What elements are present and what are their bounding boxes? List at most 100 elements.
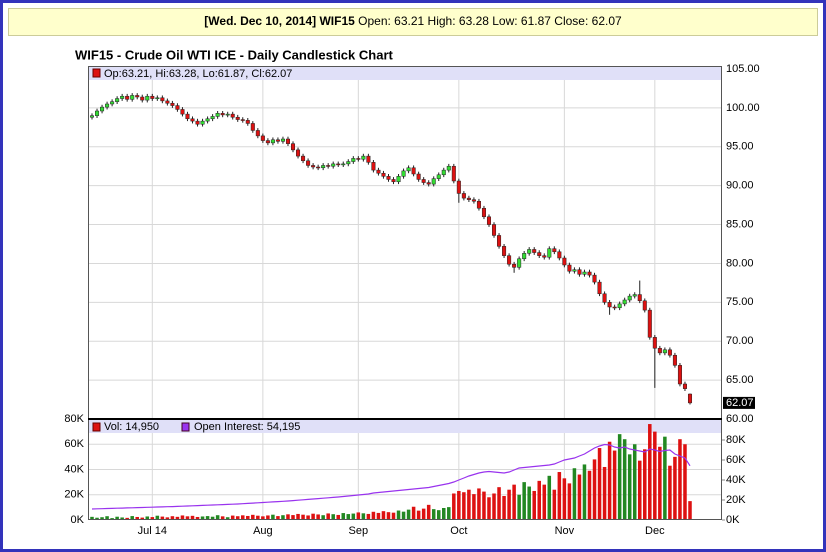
candle-body <box>597 281 602 295</box>
volume-bar <box>165 517 170 520</box>
volume-bar <box>175 516 180 520</box>
candle-body <box>275 139 280 142</box>
candle-body <box>406 167 411 172</box>
last-price-box <box>723 396 755 409</box>
volume-bar <box>607 441 612 520</box>
volume-bar <box>507 489 511 520</box>
volume-bar <box>673 456 677 520</box>
candle-body <box>255 130 260 137</box>
volume-bar <box>436 510 441 520</box>
candle-body <box>105 103 110 108</box>
candle-body <box>125 95 130 100</box>
candle-body <box>672 354 677 366</box>
volume-bar <box>225 517 230 520</box>
candle-body <box>527 249 532 254</box>
volume-bar <box>502 496 506 520</box>
volume-bar <box>316 514 320 520</box>
volume-bar <box>487 497 491 520</box>
volume-bar <box>105 516 109 520</box>
volume-bar <box>291 515 295 520</box>
candle-body <box>185 113 190 120</box>
volume-bar <box>567 483 572 520</box>
candle-body <box>120 95 125 99</box>
candle-body <box>351 158 356 162</box>
volume-bar <box>537 480 542 520</box>
candle-body <box>441 169 446 176</box>
candle-body <box>622 299 627 305</box>
oi-legend-swatch <box>181 422 190 432</box>
volume-bar <box>276 516 280 520</box>
volume-bar <box>577 474 582 520</box>
candle-body <box>502 246 507 256</box>
candle-body <box>401 170 406 177</box>
volume-bar <box>532 490 536 520</box>
candle-body <box>461 193 466 199</box>
volume-bar <box>467 489 471 520</box>
y-tick-label: 95.00 <box>726 141 754 153</box>
volume-bar <box>296 513 300 520</box>
volume-bar <box>95 517 99 520</box>
candle-body <box>235 116 240 120</box>
candle-body <box>416 173 421 180</box>
volume-bar <box>688 501 692 520</box>
candle-body <box>552 248 557 253</box>
candle-body <box>667 349 672 356</box>
candle-body <box>240 119 245 121</box>
x-tick-label: Oct <box>450 525 467 537</box>
candle-body <box>361 155 366 160</box>
y2-tick-label: 20K <box>726 494 746 506</box>
candle-body <box>130 95 135 100</box>
volume-bar <box>251 514 255 520</box>
candle-body <box>507 255 512 265</box>
volume-bar <box>306 515 310 520</box>
candle-body <box>200 120 205 125</box>
candle-body <box>557 251 562 259</box>
candle-body <box>682 383 687 389</box>
candle-body <box>140 96 145 101</box>
volume-bar <box>562 478 567 520</box>
open-interest-line <box>91 443 691 510</box>
price-legend-swatch <box>92 68 101 78</box>
volume-bar <box>472 494 476 520</box>
volume-bar <box>391 512 396 520</box>
candle-body <box>391 179 396 183</box>
candle-body <box>532 249 537 253</box>
candle-body <box>311 165 316 168</box>
plot-layer: 60.00 65.00 70.00 75.00 80.00 85.00 90.00 95.00… <box>64 63 759 537</box>
volume-bar <box>517 494 521 520</box>
volume-bar <box>627 454 632 520</box>
volume-bar <box>210 516 215 520</box>
candle-body <box>270 139 275 144</box>
volume-bar <box>381 511 386 520</box>
candle-body <box>512 263 517 268</box>
candle-body <box>647 309 652 338</box>
candle-body <box>341 163 346 166</box>
volume-bar <box>115 516 119 520</box>
candle-body <box>587 271 592 276</box>
y-tick-label: 80.00 <box>726 257 754 269</box>
candle-body <box>306 160 311 166</box>
volume-bar <box>90 516 94 520</box>
candle-body <box>145 95 150 101</box>
candle-body <box>396 176 401 183</box>
y2-tick-label: 0K <box>726 514 740 526</box>
candle-body <box>225 113 230 116</box>
volume-bar <box>582 464 587 520</box>
volume-bar <box>653 431 657 520</box>
candle-body <box>562 257 567 266</box>
volume-legend-band <box>88 420 722 433</box>
volume-bar <box>668 465 672 520</box>
candle-body <box>100 106 105 112</box>
volume-bar <box>552 489 557 520</box>
last-price-label: 62.07 <box>726 397 754 409</box>
candle-body <box>95 110 100 116</box>
volume-bar <box>663 436 667 520</box>
volume-bar <box>542 484 547 520</box>
volume-bar <box>190 515 195 520</box>
candle-body <box>612 306 617 309</box>
volume-bar <box>195 516 200 520</box>
volume-bar <box>180 515 185 520</box>
volume-bar <box>602 466 607 520</box>
